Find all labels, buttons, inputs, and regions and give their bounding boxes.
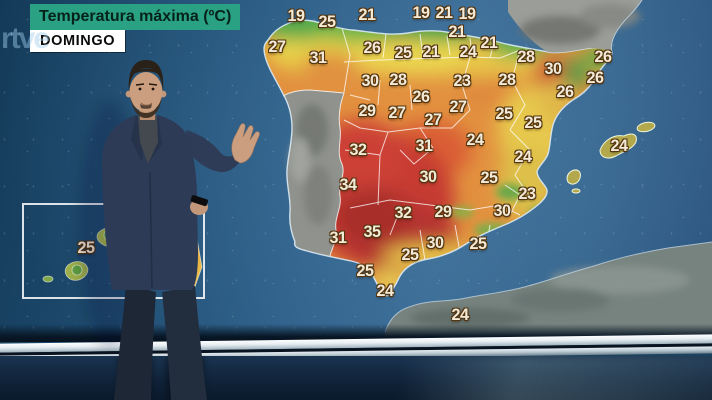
forecast-title-banner: Temperatura máxima (ºC) bbox=[30, 4, 241, 30]
forecast-day-banner: DOMINGO bbox=[30, 30, 126, 52]
france-region bbox=[508, 0, 643, 53]
africa-region bbox=[384, 241, 712, 344]
balearic-islands bbox=[566, 121, 656, 194]
portugal-region bbox=[282, 89, 345, 257]
